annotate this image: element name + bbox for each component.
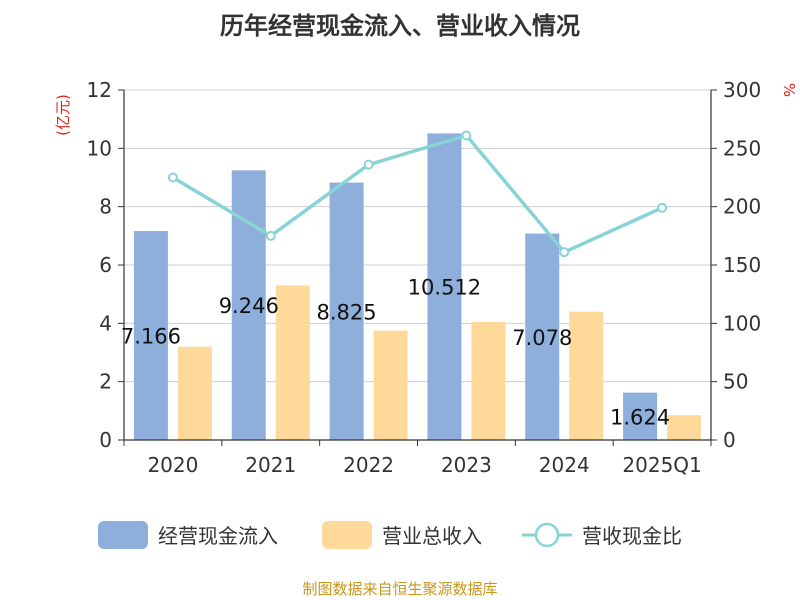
x-tick-label: 2024 — [539, 453, 590, 477]
legend-swatch-total-revenue — [322, 521, 372, 549]
legend: 经营现金流入 营业总收入 营收现金比 — [98, 521, 682, 549]
bar-total-revenue — [569, 311, 604, 440]
ratio-point — [461, 130, 472, 141]
left-tick-label: 10 — [87, 136, 112, 160]
bar-cash-inflow — [329, 182, 364, 440]
ratio-point — [363, 159, 374, 170]
left-tick-label: 8 — [99, 195, 112, 219]
left-tick-label: 6 — [99, 253, 112, 277]
bar-total-revenue — [177, 346, 212, 440]
ratio-line — [172, 133, 663, 254]
data-label: 9.246 — [219, 294, 279, 318]
ratio-point — [559, 247, 570, 258]
ratio-point — [265, 230, 276, 241]
x-tick-label: 2023 — [441, 453, 492, 477]
left-tick-label: 4 — [99, 311, 112, 335]
bar-total-revenue — [275, 285, 310, 440]
legend-label-cash-inflow: 经营现金流入 — [158, 524, 278, 548]
data-label: 7.166 — [121, 324, 181, 348]
bar-total-revenue — [471, 321, 506, 440]
data-label: 1.624 — [610, 405, 670, 429]
legend-swatch-cash-inflow — [98, 521, 148, 549]
data-label: 8.825 — [317, 300, 377, 324]
data-label: 7.078 — [512, 326, 572, 350]
right-tick-label: 100 — [723, 311, 761, 335]
bar-cash-inflow — [525, 233, 560, 440]
bar-cash-inflow — [427, 133, 462, 440]
grid-layer — [124, 89, 711, 383]
right-tick-label: 0 — [723, 428, 736, 452]
x-tick-label: 2020 — [147, 453, 198, 477]
bar-total-revenue — [667, 415, 702, 440]
right-tick-label: 150 — [723, 253, 761, 277]
left-axis-unit: (亿元) — [54, 94, 72, 136]
bar-cash-inflow — [623, 392, 658, 440]
bar-layer — [133, 133, 702, 440]
bar-total-revenue — [373, 330, 408, 440]
right-tick-label: 200 — [723, 195, 761, 219]
legend-label-ratio: 营收现金比 — [582, 524, 682, 548]
x-tick-label: 2025Q1 — [622, 453, 701, 477]
legend-swatch-ratio-marker — [534, 522, 560, 548]
axis-layer: 0 2 4 6 8 10 12 0 50 100 150 200 250 300 2020 2021 2022 2… — [87, 78, 762, 477]
ratio-point — [167, 172, 178, 183]
left-tick-label: 12 — [87, 78, 112, 102]
right-tick-label: 250 — [723, 136, 761, 160]
x-tick-label: 2021 — [245, 453, 296, 477]
source-note: 制图数据来自恒生聚源数据库 — [302, 580, 497, 598]
right-tick-label: 300 — [723, 78, 761, 102]
right-axis-unit: % — [780, 83, 798, 97]
x-tick-label: 2022 — [343, 453, 394, 477]
right-tick-label: 50 — [723, 370, 748, 394]
left-tick-label: 0 — [99, 428, 112, 452]
bar-cash-inflow — [133, 230, 168, 440]
label-layer: 7.166 9.246 8.825 10.512 7.078 1.624 — [121, 276, 670, 430]
chart-title: 历年经营现金流入、营业收入情况 — [220, 12, 580, 40]
ratio-point — [657, 202, 668, 213]
left-tick-label: 2 — [99, 370, 112, 394]
data-label: 10.512 — [408, 276, 481, 300]
line-layer — [167, 130, 668, 258]
legend-label-total-revenue: 营业总收入 — [382, 524, 482, 548]
